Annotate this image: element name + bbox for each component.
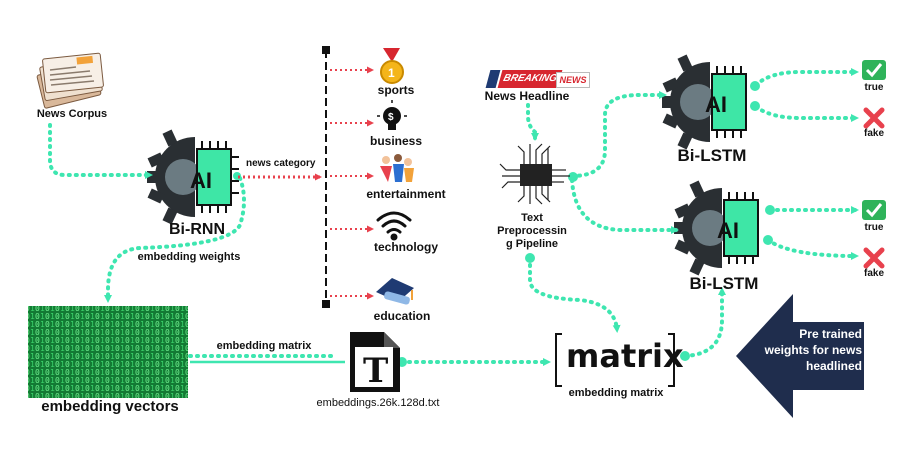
dancers-icon: [380, 154, 414, 182]
newspaper-stack-icon: [36, 52, 104, 109]
medal-icon: 1: [380, 48, 404, 84]
true-bottom-label: true: [864, 222, 884, 233]
teal-connectors: [48, 68, 859, 366]
axis-end-bottom: [322, 300, 330, 308]
breaking-text: BREAKING: [497, 70, 563, 88]
bi-lstm-top-ai-chip-icon: [662, 54, 747, 150]
file-letter: T: [363, 351, 388, 391]
category-education-label: education: [373, 309, 431, 323]
matrix-word: matrix: [566, 337, 684, 375]
text-preprocessing-label: Text Preprocessin g Pipeline: [497, 212, 567, 251]
bi-rnn-label: Bi-RNN: [169, 221, 225, 238]
svg-text:$: $: [388, 112, 394, 123]
news-headline-label: News Headline: [484, 89, 570, 103]
bi-lstm-bottom-ai-chip-icon: [674, 180, 759, 276]
bi-lstm-bottom-ai-text: AI: [717, 218, 739, 243]
breaking-news-badge: BREAKING NEWS: [485, 70, 590, 88]
red-category-arrows: [238, 66, 374, 300]
category-sports-label: sports: [377, 83, 415, 97]
lightbulb-dollar-icon: $: [377, 100, 407, 130]
bi-lstm-bottom-label: Bi-LSTM: [689, 274, 759, 293]
fake-bottom-label: fake: [863, 268, 885, 279]
processor-chip-icon: [499, 143, 570, 205]
pretrained-weights-label: Pre trained weights for news headlined: [764, 327, 862, 373]
axis-end-top: [322, 46, 330, 54]
text-preprocessing-line-3: g Pipeline: [506, 238, 558, 250]
cross-icon-bottom: [863, 247, 885, 269]
bi-lstm-top-label: Bi-LSTM: [677, 146, 747, 165]
text-preprocessing-line-1: Text: [521, 212, 543, 224]
bi-rnn-ai-chip-icon: [147, 129, 239, 225]
category-business-label: business: [369, 134, 423, 148]
true-top-label: true: [864, 82, 884, 93]
fake-top-label: fake: [863, 128, 885, 139]
category-entertainment-label: entertainment: [366, 187, 446, 201]
text-file-icon: T: [350, 332, 400, 392]
embedding-matrix-right-label: embedding matrix: [568, 387, 664, 399]
bi-rnn-ai-text: AI: [190, 168, 212, 193]
bi-lstm-top-ai-text: AI: [705, 92, 727, 117]
graduation-cap-icon: [376, 278, 414, 305]
embedding-matrix-left-label: embedding matrix: [216, 340, 312, 352]
svg-text:1: 1: [388, 66, 395, 80]
matrix-brackets: [555, 333, 675, 387]
check-icon-top: [862, 60, 886, 80]
embedding-vectors-label: embedding vectors: [41, 398, 179, 415]
text-preprocessing-line-2: Preprocessin: [497, 225, 567, 237]
news-corpus-label: News Corpus: [36, 108, 108, 120]
pretrained-weights-arrow: [736, 294, 864, 418]
embeddings-file-label: embeddings.26k.128d.txt: [316, 397, 440, 409]
cross-icon-top: [863, 107, 885, 129]
news-text: NEWS: [556, 72, 590, 88]
teal-dots: [233, 81, 775, 367]
embedding-weights-label: embedding weights: [137, 251, 241, 263]
news-category-label: news category: [246, 158, 316, 169]
category-technology-label: technology: [373, 240, 439, 254]
embedding-vectors-matrix-icon: [28, 306, 188, 398]
wifi-icon: [376, 211, 412, 241]
check-icon-bottom: [862, 200, 886, 220]
